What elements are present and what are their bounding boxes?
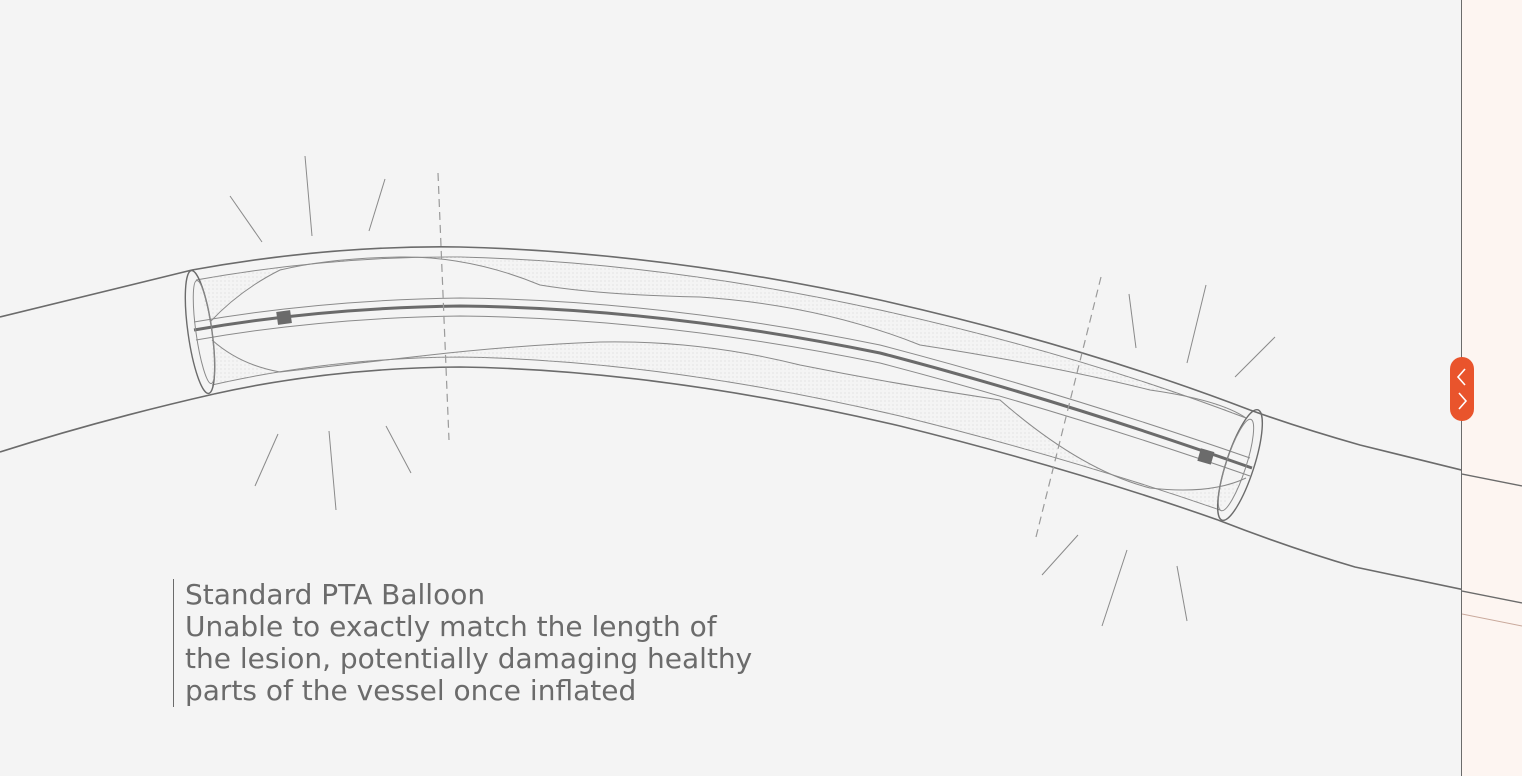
chevron-right-icon bbox=[1458, 392, 1468, 410]
marker-band-left bbox=[276, 310, 292, 325]
vessel-wall-left bbox=[0, 269, 215, 453]
caption-title: Standard PTA Balloon bbox=[185, 578, 486, 611]
balloon-end-right bbox=[1216, 408, 1264, 522]
damage-burst-right-top bbox=[1128, 284, 1276, 378]
balloon-body bbox=[191, 246, 1253, 521]
caption-line-2: the lesion, potentially damaging healthy bbox=[185, 642, 753, 675]
damage-burst-right-bottom bbox=[1041, 534, 1188, 627]
lesion-boundary-right bbox=[1035, 276, 1102, 538]
balloon-end-left bbox=[184, 269, 216, 395]
comparison-slider-handle[interactable] bbox=[1450, 357, 1474, 421]
caption-line-1: Unable to exactly match the length of bbox=[185, 610, 717, 643]
caption-block: Standard PTA Balloon Unable to exactly m… bbox=[173, 579, 825, 707]
lesion-boundary-left bbox=[437, 172, 450, 441]
chevron-left-icon bbox=[1456, 368, 1466, 386]
marker-band-right bbox=[1197, 448, 1215, 465]
caption-line-3: parts of the vessel once inflated bbox=[185, 674, 637, 707]
damage-burst-left-bottom bbox=[254, 425, 412, 511]
damage-burst-left-top bbox=[229, 155, 386, 243]
